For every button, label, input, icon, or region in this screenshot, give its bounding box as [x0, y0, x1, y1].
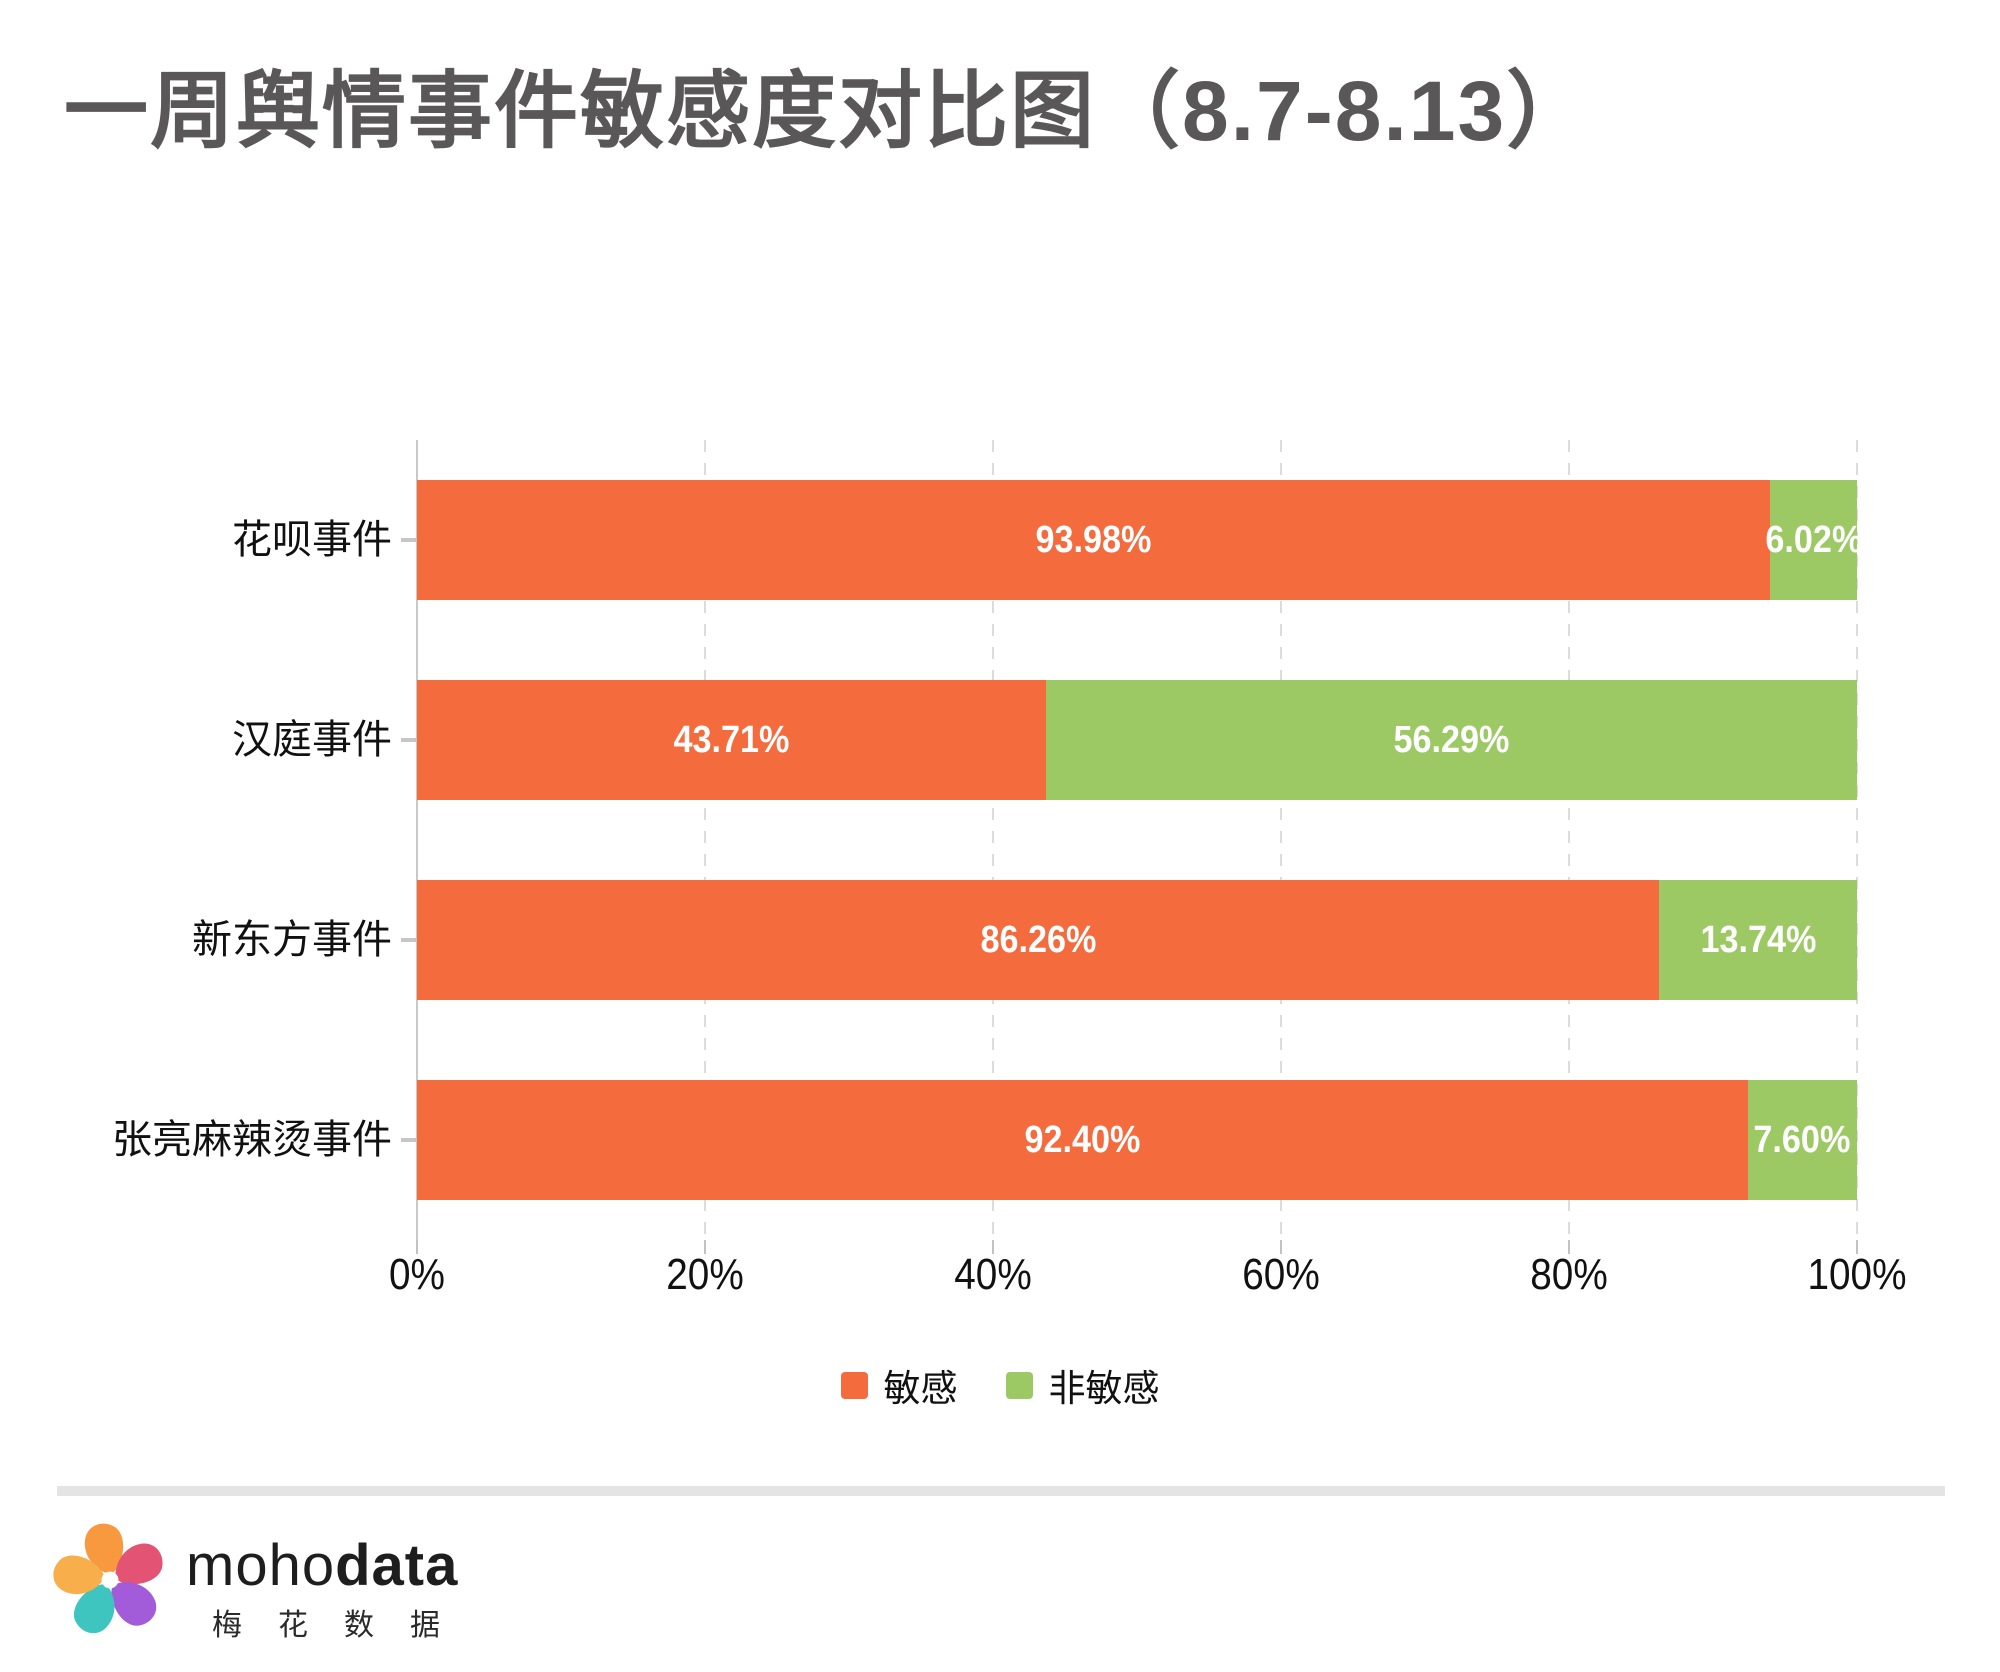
bar-segment-non-sensitive: 56.29% [1046, 680, 1857, 800]
x-tick-label: 80% [1530, 1250, 1608, 1299]
pinwheel-petal-icon [53, 1555, 105, 1595]
vertical-gridline [1856, 440, 1858, 1240]
bar-segment-non-sensitive: 6.02% [1765, 480, 1862, 600]
mohodata-pinwheel-logo-icon [53, 1523, 163, 1634]
pinwheel-center-dot [101, 1571, 119, 1589]
legend-swatch-icon [840, 1371, 868, 1399]
pinwheel-petal-icon [111, 1582, 157, 1626]
y-axis-tick [401, 938, 417, 942]
x-tick-label: 100% [1807, 1250, 1907, 1299]
category-label: 张亮麻辣烫事件 [112, 1118, 392, 1162]
bar-row: 93.98% 6.02% [417, 480, 1862, 600]
legend-swatch-icon [1005, 1371, 1033, 1399]
category-label: 新东方事件 [192, 918, 392, 962]
pinwheel-petal-icon [115, 1543, 163, 1585]
pinwheel-petal-icon [84, 1523, 124, 1575]
y-axis-tick [401, 738, 417, 742]
vertical-gridline [992, 440, 994, 1240]
pinwheel-petal-icon [73, 1584, 115, 1634]
legend-label: 敏感 [883, 1368, 958, 1409]
brand-wordmark: mohodata [186, 1532, 458, 1599]
bar-segment-sensitive: 92.40% [417, 1080, 1748, 1200]
bar-row: 86.26% 13.74% [417, 880, 1857, 1000]
bar-segment-non-sensitive: 7.60% [1747, 1080, 1857, 1200]
bar-segment-sensitive: 43.71% [417, 680, 1047, 800]
bar-segment-non-sensitive: 13.74% [1659, 880, 1857, 1000]
legend-item: 非敏感 [1005, 1358, 1160, 1412]
bar-segment-sensitive: 93.98% [417, 480, 1771, 600]
y-axis-tick [401, 1138, 417, 1142]
bar-value-label: 13.74% [1700, 918, 1817, 961]
vertical-gridline [704, 440, 706, 1240]
legend-label: 非敏感 [1048, 1368, 1160, 1409]
x-axis-tick [416, 1240, 418, 1254]
bar-row: 92.40% 7.60% [417, 1080, 1857, 1200]
plot-area: 0% 20% 40% 60% 80% 100% 93.98% 6.02% 花呗事件 43.71% 5… [112, 440, 1907, 1299]
bar-value-label: 43.71% [673, 718, 790, 761]
bar-value-label: 93.98% [1035, 518, 1152, 561]
bar-value-label: 92.40% [1024, 1118, 1141, 1161]
x-tick-label: 0% [389, 1250, 445, 1299]
x-axis-tick [992, 1240, 994, 1254]
x-tick-label: 40% [954, 1250, 1032, 1299]
vertical-gridline [1568, 440, 1570, 1240]
x-axis-tick [1568, 1240, 1570, 1254]
footer-divider [57, 1486, 1945, 1496]
brand-name-chinese: 梅花数据 [212, 1609, 476, 1642]
y-axis-tick [401, 538, 417, 542]
chart-legend: 敏感 非敏感 [0, 1358, 2000, 1412]
x-axis-tick [1856, 1240, 1858, 1254]
bar-segment-sensitive: 86.26% [417, 880, 1660, 1000]
category-label: 花呗事件 [232, 518, 392, 562]
vertical-gridline [1280, 440, 1282, 1240]
x-tick-label: 20% [666, 1250, 744, 1299]
category-label: 汉庭事件 [232, 718, 392, 762]
bar-row: 43.71% 56.29% [417, 680, 1857, 800]
x-tick-label: 60% [1242, 1250, 1320, 1299]
bar-value-label: 86.26% [980, 918, 1097, 961]
y-axis-line [416, 440, 418, 1240]
brand-name-light: moho [186, 1533, 336, 1598]
bar-value-label: 7.60% [1753, 1118, 1851, 1161]
x-axis-tick [1280, 1240, 1282, 1254]
chart-title: 一周舆情事件敏感度对比图（8.7-8.13） [64, 64, 1593, 158]
bar-value-label: 6.02% [1765, 518, 1863, 561]
bar-value-label: 56.29% [1393, 718, 1510, 761]
legend-item: 敏感 [840, 1358, 958, 1412]
x-axis-tick [704, 1240, 706, 1254]
brand-name-bold: data [335, 1533, 459, 1598]
